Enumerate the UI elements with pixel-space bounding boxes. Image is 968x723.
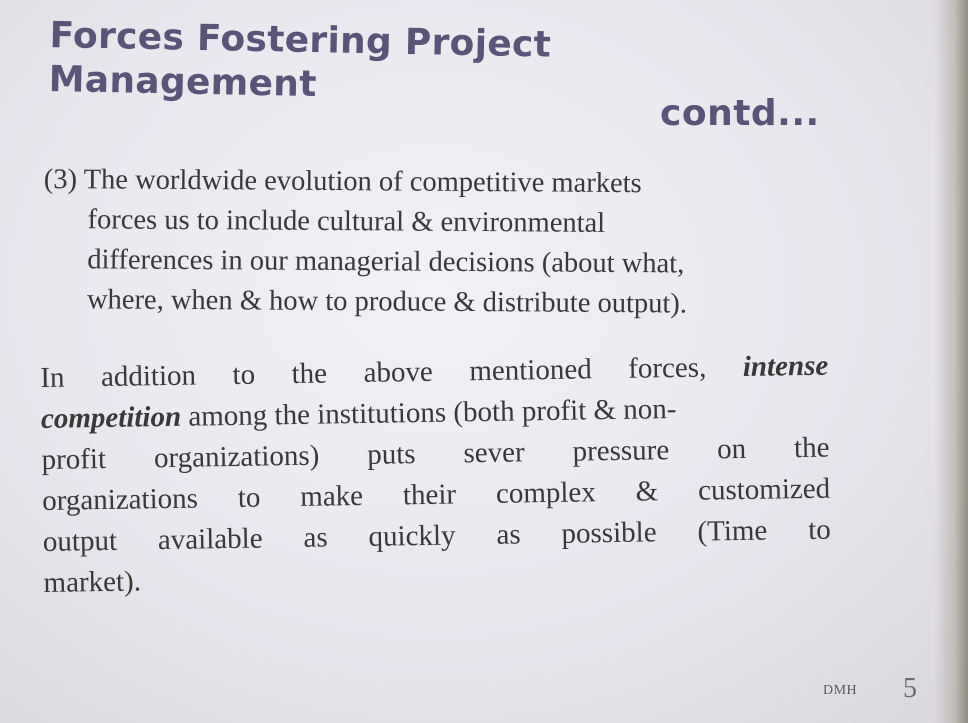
point-3-paragraph: (3) The worldwide evolution of competiti… (43, 160, 834, 326)
word: make (299, 479, 364, 513)
emphasis-intense: intense (742, 349, 829, 383)
footer-author: DMH (823, 683, 858, 698)
word: organizations) (153, 439, 320, 475)
word: available (157, 522, 263, 557)
word: profit (41, 442, 107, 476)
word: & (635, 475, 659, 508)
word: In (40, 361, 65, 394)
word: (Time (697, 514, 768, 548)
word: to (807, 513, 831, 546)
word: puts (366, 438, 416, 471)
word: sever (463, 436, 525, 470)
word: complex (495, 476, 597, 510)
word: possible (561, 516, 657, 550)
word: as (303, 521, 328, 554)
addition-line-6-text: market). (43, 565, 142, 599)
point-3-line-4: where, when & how to produce & distribut… (86, 284, 688, 320)
slide-title-continued: contd... (660, 93, 820, 134)
word: addition (100, 359, 197, 394)
point-3-line-3: differences in our managerial decisions … (87, 244, 685, 280)
page-number: 5 (903, 673, 917, 704)
word: above (363, 355, 434, 389)
word: to (237, 481, 261, 514)
word: quickly (368, 519, 456, 553)
word: mentioned (469, 353, 592, 388)
word: forces, (627, 351, 707, 385)
emphasis-competition: competition (40, 400, 182, 435)
word: pressure (572, 434, 670, 468)
word: on (716, 432, 747, 466)
word: the (291, 357, 328, 391)
word: output (42, 524, 118, 558)
word: customized (697, 472, 831, 507)
point-3-line-2: forces us to include cultural & environm… (87, 204, 606, 239)
word: to (232, 358, 256, 391)
word: their (402, 478, 457, 512)
word: organizations (41, 482, 199, 517)
word: the (793, 431, 830, 465)
word: as (496, 518, 521, 551)
point-3-line-1: (3) The worldwide evolution of competiti… (43, 163, 642, 200)
addition-paragraph: In addition to the above mentioned force… (40, 346, 832, 604)
